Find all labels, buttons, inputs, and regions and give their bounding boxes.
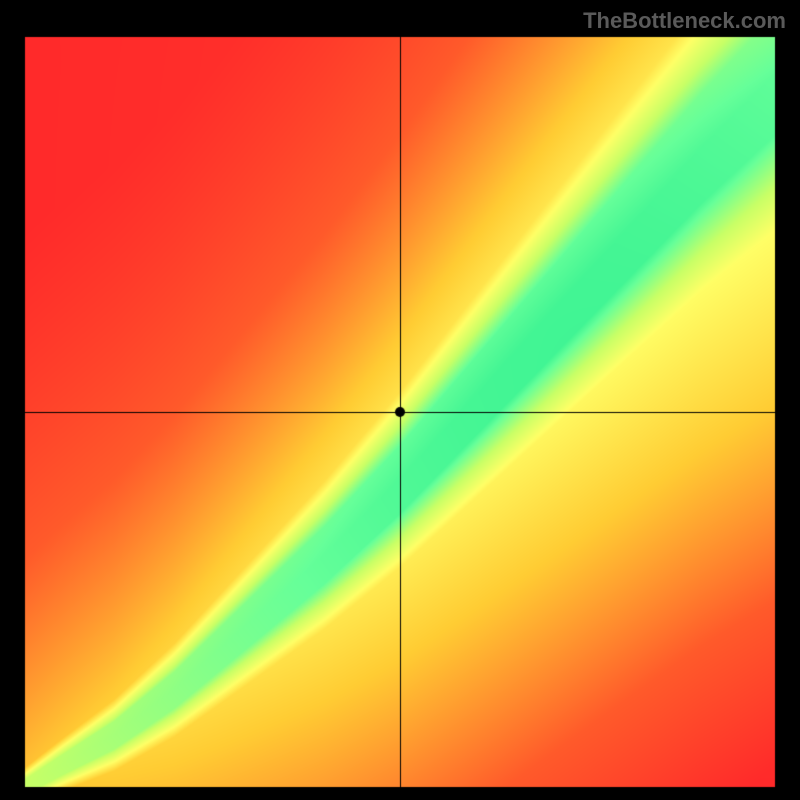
heatmap-canvas xyxy=(0,0,800,800)
watermark-text: TheBottleneck.com xyxy=(583,8,786,34)
chart-container: { "watermark": { "text": "TheBottleneck.… xyxy=(0,0,800,800)
